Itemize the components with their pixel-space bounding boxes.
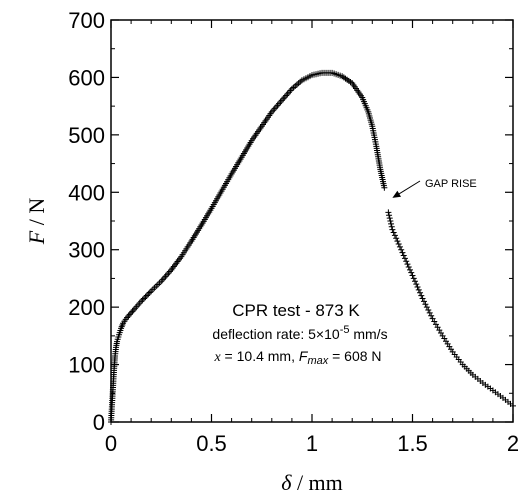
data-point <box>418 292 425 299</box>
gap-rise-label: GAP RISE <box>425 178 477 190</box>
data-point <box>386 212 393 219</box>
annotation-params: x = 10.4 mm, Fmax = 608 N <box>213 348 381 367</box>
y-tick-label: 100 <box>68 353 105 378</box>
data-point <box>145 291 152 298</box>
data-point <box>125 312 132 319</box>
data-point <box>400 252 407 259</box>
data-point <box>398 246 405 253</box>
data-point <box>128 309 135 316</box>
data-point <box>410 275 417 282</box>
data-point <box>413 281 420 288</box>
data-point <box>395 240 402 247</box>
annotation-title: CPR test - 873 K <box>232 301 360 320</box>
y-axis-label: F / N <box>24 198 49 246</box>
annotation-rate: deflection rate: 5×10-5 mm/s <box>212 324 387 342</box>
data-point <box>420 298 427 305</box>
gap-rise-arrowhead <box>392 190 402 198</box>
data-point <box>143 292 150 299</box>
x-tick-label: 0 <box>105 431 117 456</box>
data-point <box>428 312 435 319</box>
data-point <box>393 235 400 242</box>
data-point <box>388 223 395 230</box>
y-tick-label: 300 <box>68 238 105 263</box>
gap-rise-annotation: GAP RISE <box>392 178 477 198</box>
data-point <box>141 295 148 302</box>
data-point <box>414 284 421 291</box>
y-tick-label: 600 <box>68 65 105 90</box>
gap-rise-arrow <box>397 180 421 196</box>
data-point <box>381 184 388 191</box>
data-point <box>422 301 429 308</box>
data-point <box>419 295 426 302</box>
data-point <box>423 304 430 311</box>
data-point <box>138 298 145 305</box>
data-point <box>403 258 410 265</box>
data-point <box>385 209 392 216</box>
data-point <box>426 309 433 316</box>
data-point <box>130 306 137 313</box>
data-point <box>146 289 153 296</box>
y-tick-label: 200 <box>68 295 105 320</box>
data-point <box>387 218 394 224</box>
data-point <box>396 243 403 250</box>
data-point <box>142 293 149 300</box>
annotation-box: CPR test - 873 K deflection rate: 5×10-5… <box>212 301 387 367</box>
data-point <box>406 266 413 273</box>
y-tick-label: 500 <box>68 123 105 148</box>
data-point <box>390 229 397 236</box>
data-point <box>388 220 395 227</box>
data-points <box>108 69 516 425</box>
x-tick-label: 1.5 <box>397 431 428 456</box>
data-point <box>129 308 136 315</box>
data-point <box>139 296 146 303</box>
y-tick-label: 400 <box>68 180 105 205</box>
x-tick-label: 0.5 <box>196 431 227 456</box>
y-tick-labels: 0 100 200 300 400 500 600 700 <box>68 8 105 435</box>
data-point <box>408 269 415 276</box>
data-point <box>415 286 422 293</box>
data-point <box>405 263 412 270</box>
data-point <box>126 311 133 318</box>
data-point <box>510 402 516 409</box>
data-point <box>386 215 393 222</box>
data-point <box>417 289 424 296</box>
data-point <box>412 278 419 285</box>
x-tick-label: 2 <box>507 431 519 456</box>
data-point <box>394 238 401 245</box>
data-point <box>425 307 432 314</box>
data-point <box>399 249 406 256</box>
x-tick-label: 1 <box>306 431 318 456</box>
data-point <box>389 226 396 233</box>
data-point <box>409 272 416 279</box>
y-tick-label: 700 <box>68 8 105 33</box>
data-point <box>391 232 398 239</box>
data-point <box>404 261 411 268</box>
x-axis-label: δ / mm <box>281 470 343 495</box>
y-tick-label: 0 <box>93 410 105 435</box>
tick-marks <box>110 19 514 423</box>
x-tick-labels: 0 0.5 1 1.5 2 <box>105 431 519 456</box>
data-point <box>401 255 408 262</box>
